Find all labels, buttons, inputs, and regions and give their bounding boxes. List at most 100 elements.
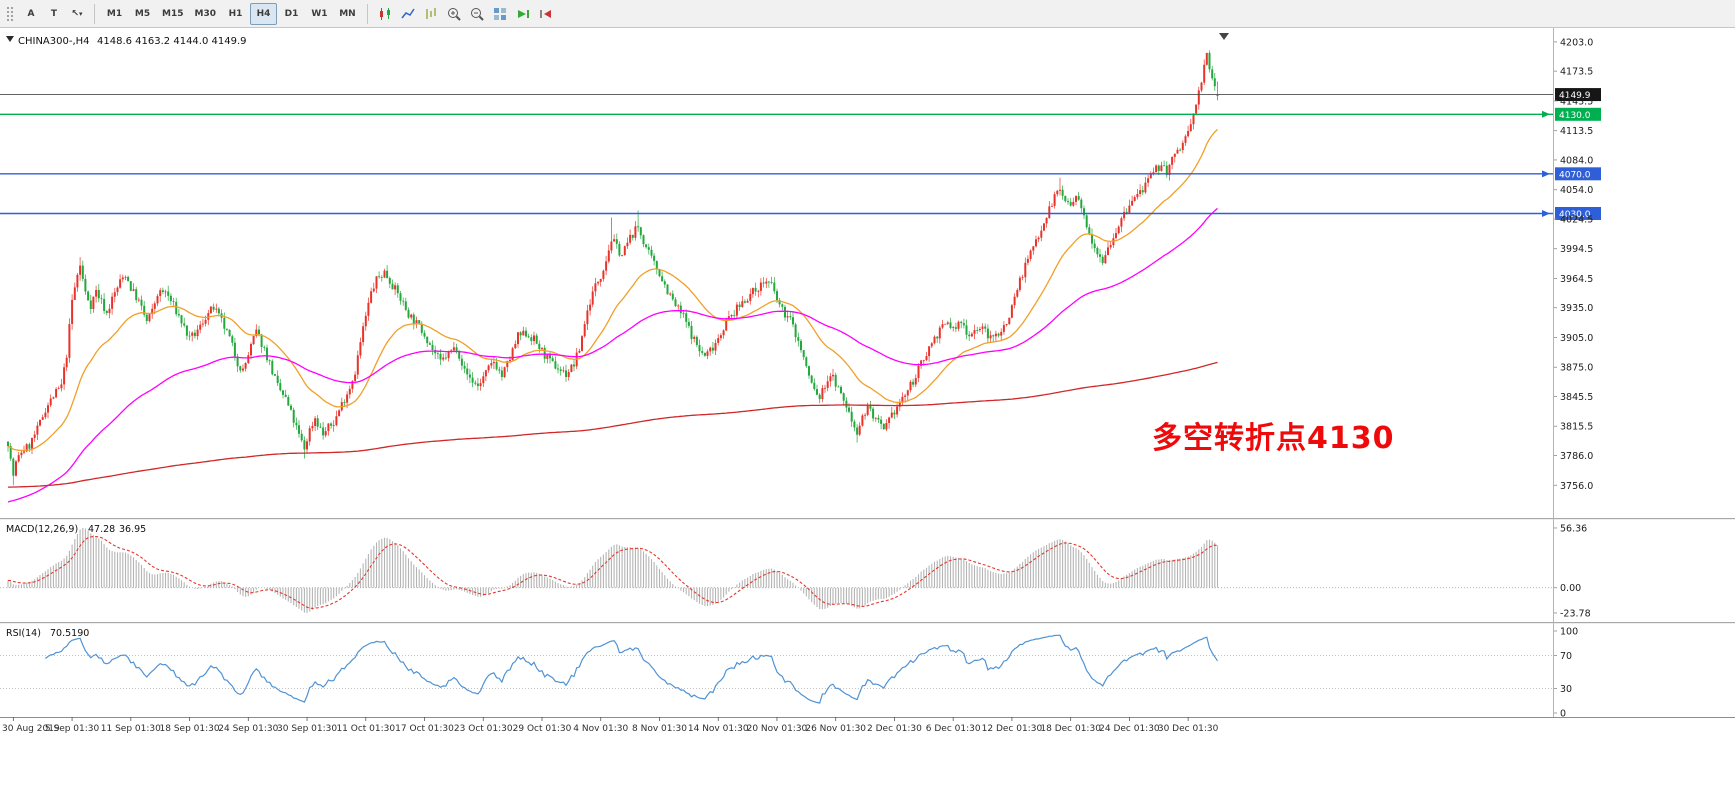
moving-average-30 — [7, 129, 1218, 452]
timeframe-buttons-group: M1 M5 M15 M30 H1 H4 D1 W1 MN — [101, 2, 361, 25]
chart-symbol-title: CHINA300-,H4 — [18, 36, 90, 47]
time-axis-label: 8 Nov 01:30 — [632, 724, 687, 734]
svg-text:3994.5: 3994.5 — [1560, 244, 1593, 255]
rsi-line — [45, 634, 1218, 704]
moving-average-800 — [8, 361, 1218, 488]
rsi-panel[interactable] — [0, 625, 1553, 715]
tile-windows-icon[interactable] — [489, 3, 511, 25]
scroll-to-end-icon[interactable] — [1219, 33, 1229, 40]
svg-text:56.36: 56.36 — [1560, 523, 1587, 534]
svg-text:3815.5: 3815.5 — [1560, 422, 1593, 433]
macd-signal-value: 36.95 — [119, 524, 146, 535]
svg-text:4149.9: 4149.9 — [1559, 91, 1591, 101]
hline-price-tag — [1555, 107, 1601, 121]
time-axis-label: 24 Sep 01:30 — [218, 724, 278, 734]
timeframe-m30-button[interactable]: M30 — [189, 3, 220, 25]
svg-text:0: 0 — [1560, 709, 1566, 720]
bid-price-tag — [1555, 88, 1601, 102]
hline-price-tag — [1555, 206, 1601, 220]
timeframe-d1-button[interactable]: D1 — [278, 3, 305, 25]
auto-scroll-icon[interactable] — [512, 3, 534, 25]
svg-text:0.00: 0.00 — [1560, 583, 1581, 594]
svg-text:4143.5: 4143.5 — [1560, 96, 1593, 107]
hline-price-tag — [1555, 167, 1601, 181]
zoom-out-icon[interactable] — [466, 3, 488, 25]
time-axis-label: 6 Dec 01:30 — [926, 724, 981, 734]
macd-label: MACD(12,26,9) — [6, 524, 78, 535]
time-axis-label: 24 Dec 01:30 — [1099, 724, 1160, 734]
rsi-value: 70.5190 — [50, 628, 89, 639]
svg-text:4084.0: 4084.0 — [1560, 155, 1593, 166]
text-tool-a[interactable]: A — [20, 3, 42, 25]
timeframe-m15-button[interactable]: M15 — [157, 3, 188, 25]
rsi-label: RSI(14) — [6, 628, 41, 639]
time-axis-label: 11 Oct 01:30 — [336, 724, 395, 734]
time-axis-label: 30 Sep 01:30 — [277, 724, 337, 734]
svg-text:4070.0: 4070.0 — [1559, 170, 1591, 180]
arrow-tools-dropdown[interactable]: ↖ ▾ — [66, 3, 88, 25]
time-axis-label: 20 Nov 01:30 — [747, 724, 808, 734]
svg-text:4054.0: 4054.0 — [1560, 185, 1593, 196]
annotation-text: 多空转折点4130 — [1152, 421, 1395, 456]
chart-tools-group — [374, 3, 557, 25]
svg-text:100: 100 — [1560, 627, 1578, 638]
chart-window[interactable]: 4130.0 4070.0 4030.0 4149.9 4203.0 4173.5 4143… — [0, 28, 1735, 794]
svg-text:3845.5: 3845.5 — [1560, 392, 1593, 403]
timeframe-h4-button[interactable]: H4 — [249, 2, 277, 25]
time-axis-label: 14 Nov 01:30 — [688, 724, 749, 734]
toolbar-separator — [94, 3, 95, 24]
svg-text:3786.0: 3786.0 — [1560, 451, 1593, 462]
time-axis-label: 26 Nov 01:30 — [805, 724, 866, 734]
time-axis-label: 11 Sep 01:30 — [101, 724, 161, 734]
main-plot-area[interactable] — [0, 30, 1553, 517]
symbol-marker-icon[interactable] — [6, 36, 14, 42]
svg-text:3756.0: 3756.0 — [1560, 481, 1593, 492]
svg-text:4113.5: 4113.5 — [1560, 126, 1593, 137]
timeframe-mn-button[interactable]: MN — [334, 3, 361, 25]
svg-text:3935.0: 3935.0 — [1560, 303, 1593, 314]
svg-text:3875.0: 3875.0 — [1560, 363, 1593, 374]
svg-text:30: 30 — [1560, 684, 1572, 695]
svg-text:4030.0: 4030.0 — [1559, 210, 1591, 220]
timeframe-h1-button[interactable]: H1 — [222, 3, 249, 25]
hline-arrow-icon — [1542, 110, 1550, 118]
text-tool-t[interactable]: T — [43, 3, 65, 25]
time-axis-label: 29 Oct 01:30 — [513, 724, 572, 734]
timeframe-m1-button[interactable]: M1 — [101, 3, 128, 25]
price-scale[interactable] — [1553, 28, 1735, 717]
time-axis-label: 2 Dec 01:30 — [867, 724, 922, 734]
svg-text:3964.5: 3964.5 — [1560, 274, 1593, 285]
timeframe-w1-button[interactable]: W1 — [306, 3, 333, 25]
line-chart-icon[interactable] — [397, 3, 419, 25]
toolbar-drag-handle[interactable] — [6, 5, 15, 22]
hline-arrow-icon — [1542, 170, 1550, 178]
svg-text:4203.0: 4203.0 — [1560, 37, 1593, 48]
toolbar-separator — [366, 3, 368, 24]
drawing-tools-group: A T ↖ ▾ — [20, 3, 88, 25]
time-axis-label: 23 Oct 01:30 — [454, 724, 513, 734]
macd-main-value: 47.28 — [88, 524, 115, 535]
bar-chart-icon[interactable] — [420, 3, 442, 25]
time-axis-label: 18 Dec 01:30 — [1040, 724, 1101, 734]
zoom-in-icon[interactable] — [443, 3, 465, 25]
svg-text:4173.5: 4173.5 — [1560, 67, 1593, 78]
moving-average-100 — [7, 207, 1218, 503]
time-axis-label: 5 Sep 01:30 — [45, 724, 100, 734]
time-scale[interactable] — [0, 717, 1735, 794]
time-axis-label: 30 Dec 01:30 — [1158, 724, 1219, 734]
svg-text:4024.5: 4024.5 — [1560, 214, 1593, 225]
time-axis-label: 4 Nov 01:30 — [573, 724, 628, 734]
time-axis-label: 12 Dec 01:30 — [982, 724, 1043, 734]
candlestick-chart-icon[interactable] — [374, 3, 396, 25]
svg-text:-23.78: -23.78 — [1560, 608, 1591, 619]
svg-text:70: 70 — [1560, 651, 1572, 662]
chart-shift-icon[interactable] — [535, 3, 557, 25]
time-axis-label: 30 Aug 2019 — [2, 724, 60, 734]
chart-ohlc-values: 4148.6 4163.2 4144.0 4149.9 — [97, 36, 247, 47]
macd-panel[interactable] — [0, 520, 1553, 620]
hline-arrow-icon — [1542, 209, 1550, 217]
macd-signal-line — [7, 535, 1218, 609]
timeframe-m5-button[interactable]: M5 — [129, 3, 156, 25]
time-axis-label: 17 Oct 01:30 — [395, 724, 454, 734]
svg-text:4130.0: 4130.0 — [1559, 111, 1591, 121]
